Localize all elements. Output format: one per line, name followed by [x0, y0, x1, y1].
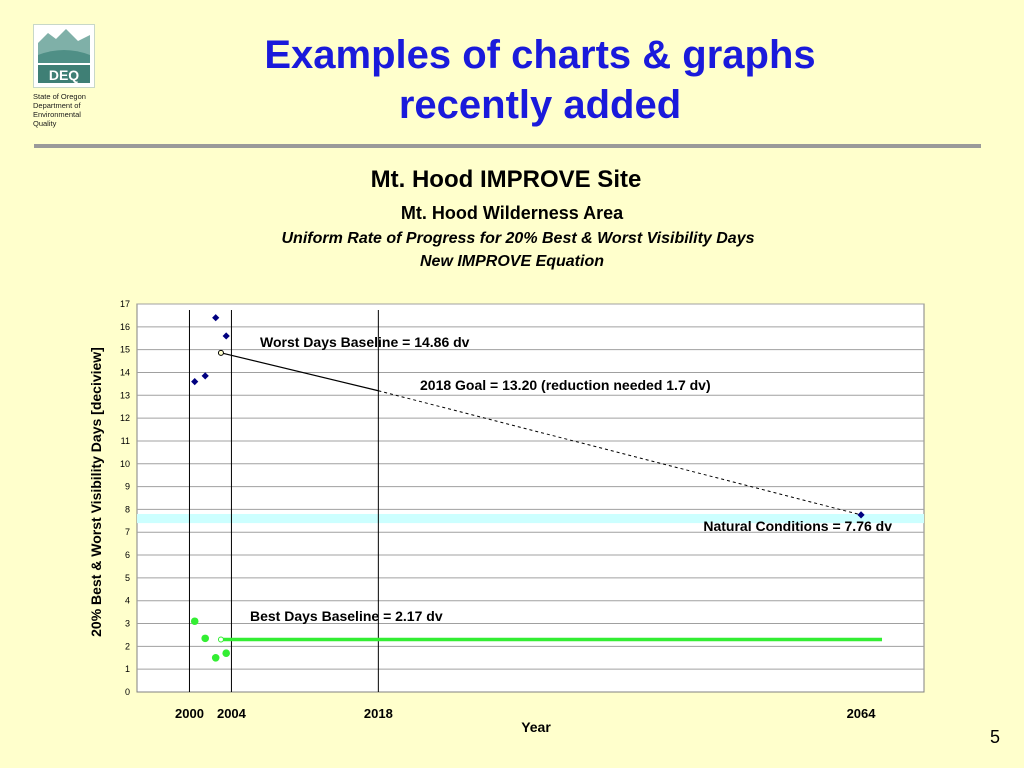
best-day-point [190, 617, 199, 626]
y-tick-label: 14 [120, 367, 130, 377]
chart-subtitle-3: New IMPROVE Equation [419, 253, 604, 270]
x-tick-label: 2004 [217, 706, 247, 721]
deq-logo-text: State of Oregon Department of Environmen… [33, 92, 98, 128]
y-tick-label: 8 [125, 504, 130, 514]
worst-day-point [857, 511, 865, 519]
x-tick-label: 2018 [364, 706, 393, 721]
annotation-natural-conditions: Natural Conditions = 7.76 dv [703, 518, 892, 534]
glide-path-dashed [378, 390, 862, 516]
annotation-worst-baseline: Worst Days Baseline = 14.86 dv [260, 334, 470, 350]
chart-title: Mt. Hood IMPROVE Site [370, 166, 642, 193]
annotation-best-baseline: Best Days Baseline = 2.17 dv [250, 608, 443, 624]
best-baseline-marker [217, 636, 224, 643]
x-axis-label: Year [521, 719, 551, 735]
worst-baseline-marker [217, 349, 224, 356]
natural-conditions-band [137, 513, 924, 524]
annotation-2018-goal: 2018 Goal = 13.20 (reduction needed 1.7 … [420, 377, 711, 393]
y-tick-label: 5 [125, 573, 130, 583]
chart-subtitle-2: Uniform Rate of Progress for 20% Best & … [281, 230, 755, 247]
slide-title-line-1: Examples of charts & graphs [264, 33, 816, 77]
page-number: 5 [990, 727, 1001, 747]
worst-day-point [222, 332, 230, 340]
deq-logo-mark: DEQ [33, 24, 95, 88]
deq-logo: DEQ State of Oregon Department of Enviro… [30, 24, 98, 136]
y-tick-label: 11 [121, 436, 130, 446]
logo-line: Department of [33, 101, 81, 110]
x-tick-label: 2064 [847, 706, 877, 721]
slide-title: Examples of charts & graphs recently add… [120, 30, 960, 130]
y-tick-label: 7 [125, 527, 130, 537]
logo-line: Quality [33, 119, 57, 128]
deq-logo-letters: DEQ [49, 67, 79, 83]
y-tick-label: 0 [125, 687, 130, 697]
best-day-point [201, 634, 210, 643]
y-tick-label: 9 [125, 482, 130, 492]
y-tick-label: 13 [120, 390, 130, 400]
slide-title-line-2: recently added [398, 83, 682, 127]
worst-day-point [191, 378, 199, 386]
y-tick-label: 1 [125, 664, 130, 674]
y-tick-label: 12 [120, 413, 130, 423]
y-tick-label: 16 [120, 322, 130, 332]
y-tick-label: 4 [125, 596, 130, 606]
title-divider [34, 144, 981, 148]
plot-area [136, 303, 925, 693]
x-tick-label: 2000 [175, 706, 204, 721]
worst-day-point [212, 314, 220, 322]
y-tick-label: 6 [125, 550, 130, 560]
y-tick-label: 15 [120, 345, 130, 355]
worst-day-point [201, 372, 209, 380]
y-tick-label: 3 [125, 619, 130, 629]
worst-baseline-line [220, 352, 379, 392]
logo-line: State of Oregon [33, 92, 86, 101]
logo-line: Environmental [33, 110, 81, 119]
y-tick-label: 17 [120, 299, 130, 309]
deq-logo-graphic: DEQ [38, 29, 90, 83]
chart-subtitle: Mt. Hood Wilderness Area [400, 203, 624, 223]
y-tick-label: 10 [120, 459, 130, 469]
best-day-point [222, 649, 230, 657]
y-tick-label: 2 [125, 641, 130, 651]
best-day-point [211, 653, 220, 662]
y-axis-label: 20% Best & Worst Visibility Days [decivi… [88, 347, 104, 637]
